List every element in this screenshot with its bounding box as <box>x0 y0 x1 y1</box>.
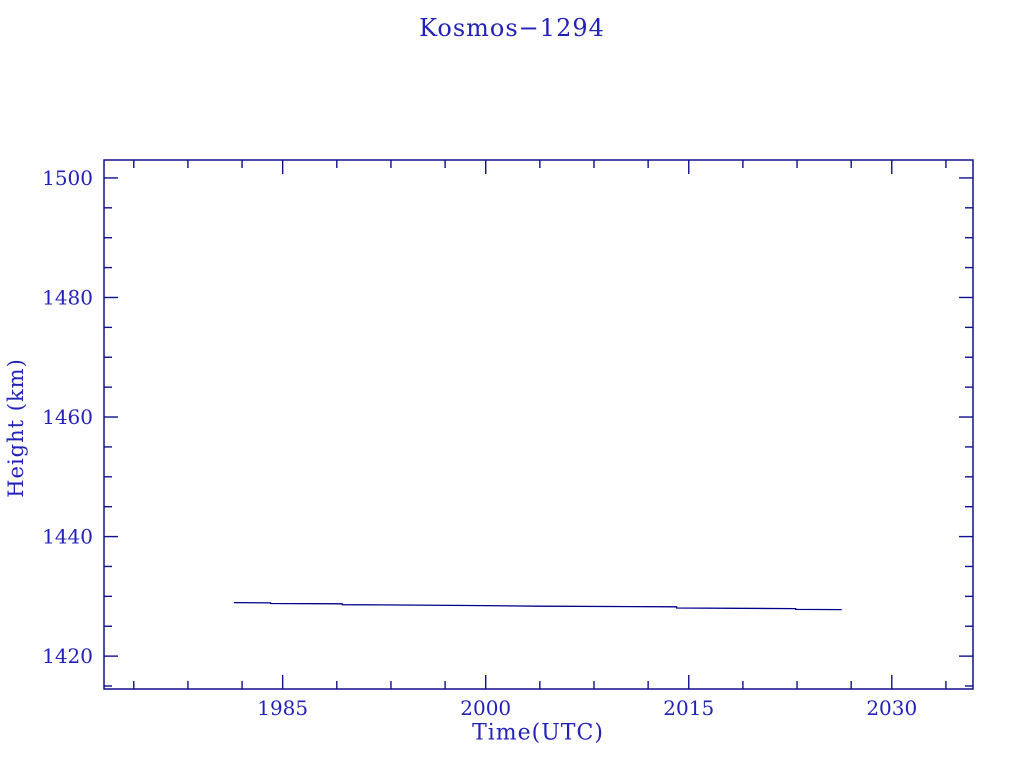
x-tick-label: 1985 <box>257 696 308 720</box>
y-tick-label: 1500 <box>42 166 93 190</box>
y-tick-label: 1420 <box>42 644 93 668</box>
x-axis-label: Time(UTC) <box>472 720 604 746</box>
plot-frame <box>103 159 974 690</box>
y-tick-label: 1460 <box>42 405 93 429</box>
x-tick-label: 2000 <box>460 696 511 720</box>
y-tick-label: 1440 <box>42 525 93 549</box>
x-tick-label: 2030 <box>866 696 917 720</box>
orbital-height-line <box>233 601 842 611</box>
chart-title: Kosmos−1294 <box>419 14 605 42</box>
x-tick-label: 2015 <box>663 696 714 720</box>
y-tick-label: 1480 <box>42 285 93 309</box>
